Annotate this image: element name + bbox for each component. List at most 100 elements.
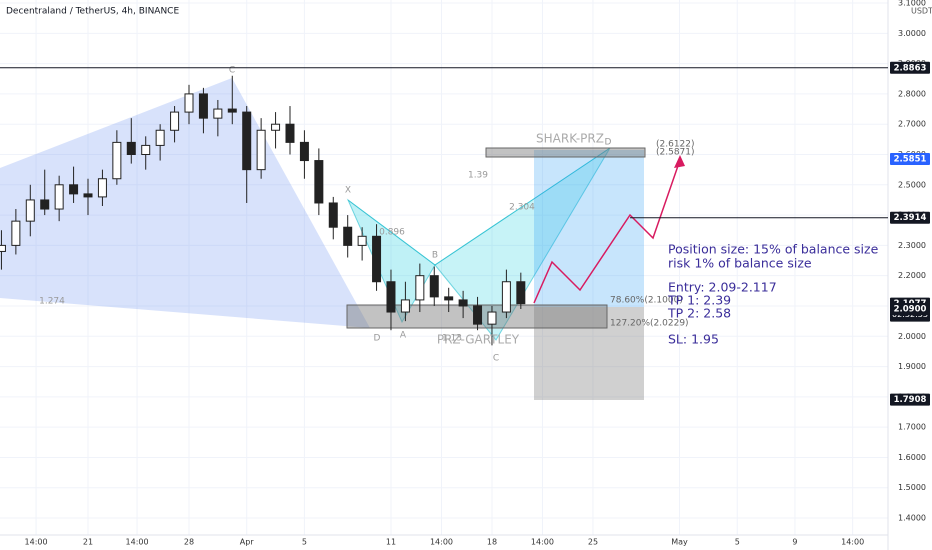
- note: Position size: 15% of balance size: [668, 242, 879, 257]
- y-tick-label: 2.5000: [898, 180, 926, 189]
- x-tick-label: 14:00: [25, 538, 48, 547]
- x-tick-label: 25: [588, 538, 598, 547]
- pattern-lines: [347, 147, 611, 266]
- candle-body: [40, 199, 50, 210]
- x-tick-label: 11: [386, 538, 396, 547]
- annotation: 1.13: [442, 334, 462, 344]
- annotation: (2.6122): [656, 140, 695, 150]
- candle-body: [69, 184, 79, 195]
- candle-body: [328, 202, 338, 228]
- note: risk 1% of balance size: [668, 256, 812, 271]
- y-tick-label: 3.1000: [898, 0, 926, 8]
- price-label-bg: [890, 153, 930, 166]
- x-tick-label: 14:00: [126, 538, 149, 547]
- candle-body: [213, 108, 223, 119]
- candle-body: [184, 93, 194, 113]
- annotation: C: [493, 354, 499, 364]
- candle-body: [11, 220, 21, 246]
- y-tick-label: 1.6000: [898, 453, 926, 462]
- annotation: 78.60%(2.1000): [610, 296, 683, 306]
- candle-body: [271, 123, 281, 131]
- y-tick-label: 1.9000: [898, 362, 926, 371]
- candle-body: [242, 111, 252, 171]
- annotation: C: [229, 66, 235, 76]
- price-label: 2.3914: [894, 213, 927, 223]
- x-tick-label: 28: [184, 538, 194, 547]
- stop-zone: [534, 307, 644, 400]
- y-tick-label: 1.5000: [898, 483, 926, 492]
- annotation: A: [400, 331, 407, 341]
- candle-body: [25, 199, 35, 222]
- note: TP 1: 2.39: [667, 293, 731, 308]
- note: TP 2: 2.58: [667, 306, 731, 321]
- candle-body: [487, 311, 497, 325]
- price-label: 2.5851: [894, 155, 927, 165]
- y-tick-label: 2.8000: [898, 89, 926, 98]
- x-tick-label: 21: [83, 538, 93, 547]
- annotations: C X B D A C 1.274 0.896 1.39 2.304 SHARK…: [39, 66, 694, 364]
- candle-body: [256, 129, 266, 171]
- annotation: PRZ-GARTLEY: [437, 333, 520, 347]
- target-zone: [534, 150, 644, 307]
- arrow-head: [674, 155, 685, 168]
- price-label: 2.0900: [894, 305, 927, 315]
- y-tick-label: 2.7000: [898, 120, 926, 129]
- x-tick-label: 14:00: [531, 538, 554, 547]
- candle-body: [170, 111, 180, 131]
- candle-body: [357, 235, 367, 246]
- annotation: SHARK-PRZ: [536, 132, 604, 146]
- candle-body: [0, 244, 6, 252]
- notes: Position size: 15% of balance size risk …: [667, 242, 879, 347]
- x-tick-label: 14:00: [841, 538, 864, 547]
- candle-body: [97, 178, 107, 198]
- x-tick-label: Apr: [240, 538, 255, 547]
- candle-body: [285, 123, 295, 143]
- candle-body: [516, 281, 526, 305]
- shark-prz-box: [485, 147, 646, 158]
- candle-body: [458, 299, 468, 307]
- candle-body: [372, 235, 382, 283]
- y-tick-label: 2.3000: [898, 241, 926, 250]
- annotation: B: [432, 251, 438, 261]
- unit: USDT: [911, 7, 932, 16]
- drawings: [0, 78, 685, 400]
- annotation: 1.39: [468, 171, 488, 181]
- annotation: D: [374, 334, 381, 344]
- y-tick-label: 3.0000: [898, 29, 926, 38]
- chart-title: Decentraland / TetherUS, 4h, BINANCE: [6, 7, 179, 17]
- candle-body: [227, 108, 237, 113]
- note: Entry: 2.09-2.117: [668, 280, 777, 295]
- candle-body: [299, 141, 309, 162]
- candle-body: [400, 299, 410, 313]
- projection: [533, 159, 681, 304]
- candle-body: [54, 184, 64, 210]
- price-label: 2.8863: [894, 63, 927, 73]
- candles: [0, 75, 526, 346]
- x-tick-label: 5: [735, 538, 740, 547]
- y-tick-label: 2.0000: [898, 332, 926, 341]
- price-label-bg: [890, 303, 930, 316]
- x-tick-label: 5: [302, 538, 307, 547]
- candle-body: [386, 281, 396, 313]
- annotation: (2.5871): [656, 148, 695, 158]
- candle-body: [429, 275, 439, 298]
- price-label: 1.7908: [894, 395, 927, 405]
- candle-body: [126, 141, 136, 156]
- candle-body: [112, 141, 122, 180]
- x-tick-label: 14:00: [430, 538, 453, 547]
- pattern-xabcd: [0, 78, 370, 328]
- y-tick-label: 1.7000: [898, 423, 926, 432]
- candle-body: [155, 129, 165, 146]
- candle-body: [314, 160, 324, 204]
- annotation: D: [605, 138, 612, 148]
- annotation: 2.304: [509, 203, 535, 213]
- candle-body: [141, 144, 151, 156]
- candle-body: [343, 226, 353, 246]
- y-tick-label: 2.2000: [898, 271, 926, 280]
- price-label-bg: [890, 393, 930, 406]
- candle-body: [198, 93, 208, 119]
- annotation: X: [345, 186, 351, 196]
- price-label-bg: [890, 61, 930, 74]
- x-tick-label: 9: [792, 538, 797, 547]
